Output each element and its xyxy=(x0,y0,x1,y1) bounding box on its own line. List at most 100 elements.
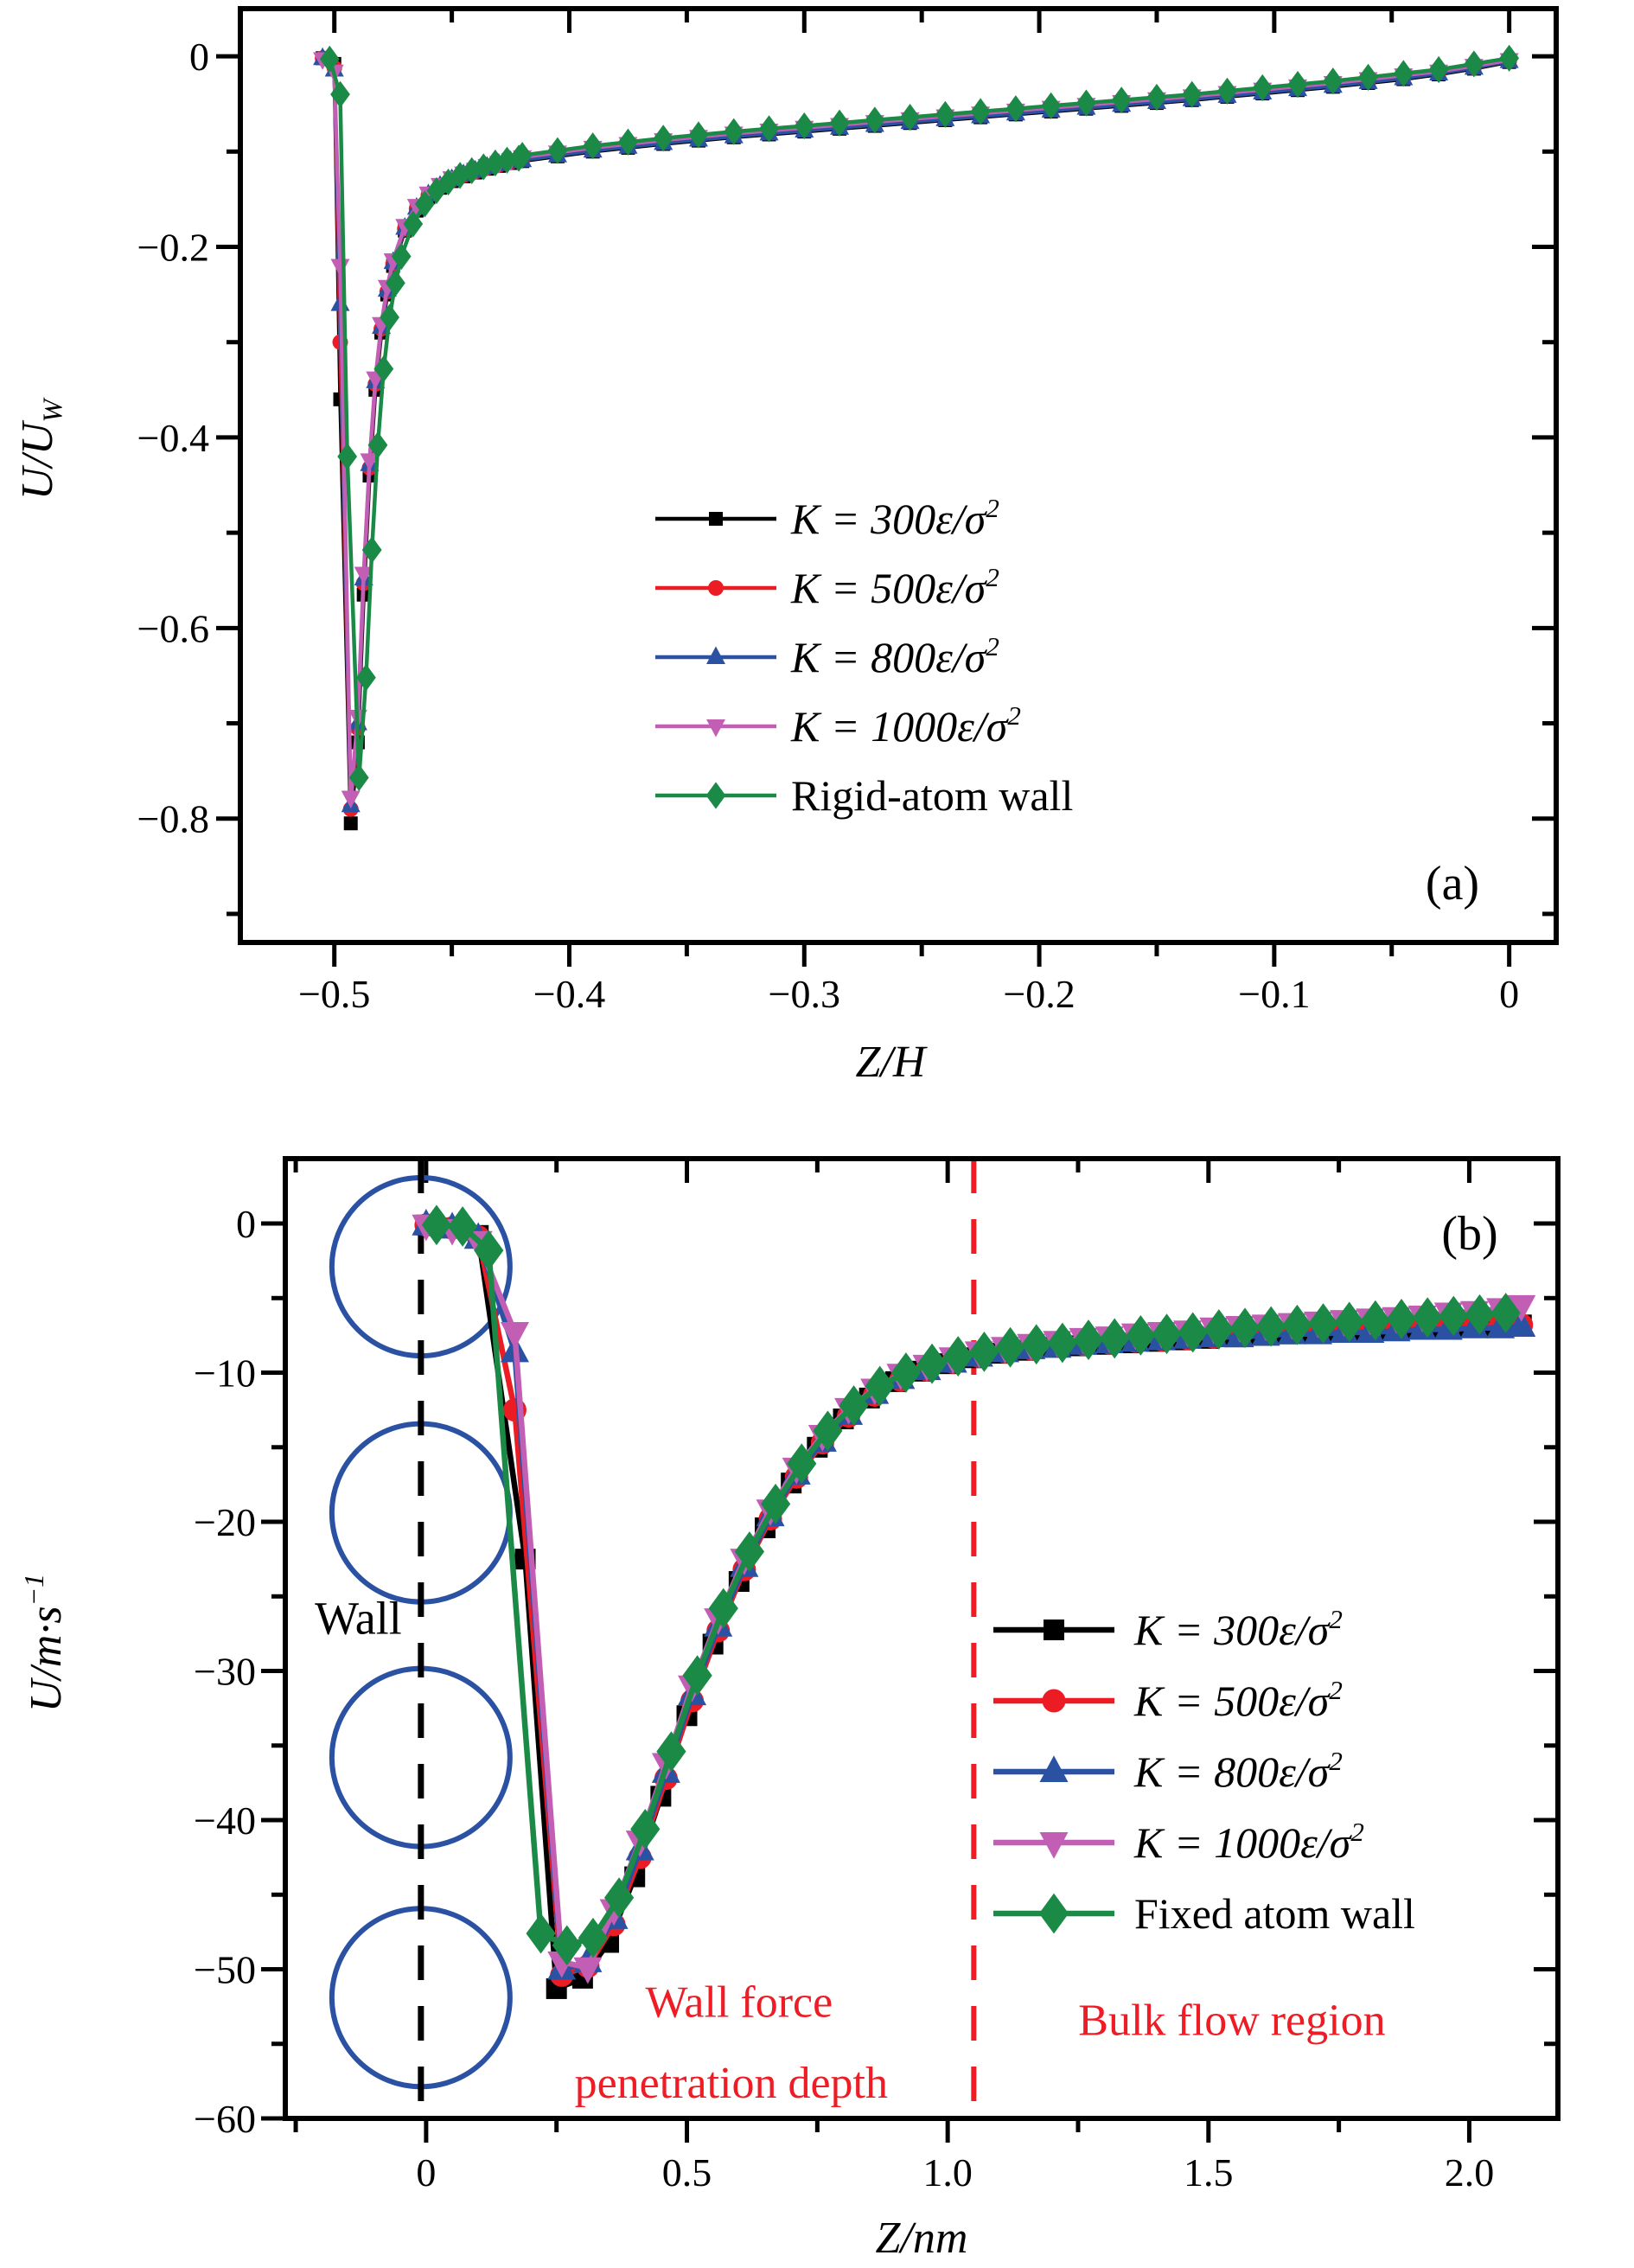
series-rigid-marker xyxy=(1041,92,1062,120)
y-tick-label: −60 xyxy=(194,2097,256,2141)
series-fixed-marker xyxy=(890,1352,922,1393)
series-rigid-marker xyxy=(414,190,435,218)
series-rigid-marker xyxy=(319,45,340,73)
x-tick-label: −0.3 xyxy=(769,972,840,1016)
series-rigid-marker xyxy=(1182,80,1203,108)
series-k300-marker xyxy=(343,816,358,831)
legend-item-fixed: Fixed atom wall xyxy=(993,1889,1415,1938)
legend-marker-circle xyxy=(708,580,724,596)
series-rigid-marker xyxy=(1428,55,1449,84)
y-tick-label: −0.8 xyxy=(137,797,209,841)
series-rigid-marker xyxy=(688,121,709,149)
panel-tag: (b) xyxy=(1441,1207,1497,1261)
series-rigid-marker xyxy=(1464,50,1484,78)
series-rigid-marker xyxy=(935,100,955,128)
series-fixed-marker xyxy=(630,1808,661,1850)
axis-ticks xyxy=(216,9,1556,967)
y-tick-label: −50 xyxy=(194,1948,256,1992)
y-tick-label: −10 xyxy=(194,1351,256,1396)
series-rigid-marker xyxy=(1287,71,1308,99)
series-k1000-marker xyxy=(341,790,361,808)
legend-label: K = 1000ε/σ2 xyxy=(1133,1817,1364,1867)
series-rigid-marker xyxy=(1076,89,1096,117)
annotation-text: Wall force xyxy=(646,1978,833,2028)
series-rigid-marker xyxy=(361,536,382,564)
legend-item-k800: K = 800ε/σ2 xyxy=(993,1746,1343,1796)
series-rigid-marker xyxy=(1358,63,1378,91)
y-tick-label: −0.6 xyxy=(137,606,209,650)
legend-marker-diamond xyxy=(705,782,726,809)
series-rigid-marker xyxy=(1393,60,1414,87)
series-rigid-marker xyxy=(1005,95,1026,123)
series-rigid-marker xyxy=(497,146,517,174)
series-rigid-marker xyxy=(829,109,850,137)
legend-item-k300: K = 300ε/σ2 xyxy=(993,1604,1343,1654)
x-tick-label: −0.5 xyxy=(298,972,370,1016)
annotation-text: Bulk flow region xyxy=(1078,1996,1385,2045)
legend-label: Rigid-atom wall xyxy=(791,771,1073,820)
series-fixed-marker xyxy=(1490,1293,1521,1333)
panel-a-chart: −0.5 −0.4 −0.3 −0.2 −0.1 0 0 −0.2 −0.4 −0.6 −0.8 K … xyxy=(13,6,1559,1087)
legend: K = 300ε/σ2 K = 500ε/σ2 K = 800ε/σ2 K = 100… xyxy=(655,493,1073,820)
series-rigid-marker xyxy=(1111,86,1132,114)
series-rigid-marker xyxy=(583,132,603,160)
series-k1000-marker xyxy=(500,1321,529,1349)
series-rigid-marker xyxy=(512,142,533,169)
y-axis-label: U/UW xyxy=(13,397,67,501)
series-fixed-marker xyxy=(916,1343,948,1384)
legend-label: K = 800ε/σ2 xyxy=(790,631,999,681)
legend-label: K = 500ε/σ2 xyxy=(790,562,999,612)
series-rigid-marker xyxy=(356,664,376,692)
series-fixed-marker xyxy=(1439,1295,1469,1337)
legend-label: K = 300ε/σ2 xyxy=(790,493,999,543)
series-k1000-marker xyxy=(1507,1294,1536,1322)
legend-marker-square xyxy=(1044,1620,1064,1640)
x-tick-label: 1.0 xyxy=(922,2150,973,2195)
y-tick-label: −20 xyxy=(194,1500,256,1544)
x-tick-label: −0.4 xyxy=(533,972,605,1016)
series-rigid-marker xyxy=(1146,83,1167,112)
x-tick-label: −0.2 xyxy=(1003,972,1075,1016)
legend-label: K = 800ε/σ2 xyxy=(1133,1746,1343,1796)
series-rigid-marker xyxy=(1499,44,1520,72)
series-fixed-marker xyxy=(1465,1294,1495,1335)
x-tick-label: 1.5 xyxy=(1184,2150,1234,2195)
legend-item-k1000: K = 1000ε/σ2 xyxy=(655,700,1021,751)
legend-item-k500: K = 500ε/σ2 xyxy=(655,562,999,612)
legend-marker-circle xyxy=(1042,1689,1066,1713)
y-tick-label: 0 xyxy=(189,35,209,79)
series-rigid-marker xyxy=(724,118,744,145)
series-rigid-marker xyxy=(385,269,405,297)
series-fixed-marker xyxy=(1100,1318,1130,1359)
legend-marker-triangle-down xyxy=(706,719,725,738)
series-rigid-marker xyxy=(380,303,399,331)
wall-atom-circle xyxy=(329,1906,513,2090)
legend-label: Fixed atom wall xyxy=(1134,1889,1415,1938)
series-fixed-marker xyxy=(760,1483,791,1524)
series-rigid-marker xyxy=(337,443,358,470)
series-rigid-marker xyxy=(1217,77,1237,105)
series-fixed xyxy=(421,1204,1521,1966)
x-tick-label: 0 xyxy=(1499,972,1519,1016)
plot-frame xyxy=(238,6,1559,945)
series-k800-marker xyxy=(1507,1310,1536,1338)
series-rigid-marker xyxy=(1252,73,1273,102)
y-tick-label: −40 xyxy=(194,1798,256,1843)
series-fixed-marker xyxy=(552,1925,582,1966)
series-rigid-marker xyxy=(391,242,412,271)
series-rigid-marker xyxy=(618,128,638,156)
annotation-text: penetration depth xyxy=(575,2059,888,2108)
series-fixed-marker xyxy=(448,1206,478,1247)
x-tick-label: −0.1 xyxy=(1238,972,1310,1016)
series-fixed-marker xyxy=(1334,1301,1364,1343)
y-tick-label: 0 xyxy=(236,1202,256,1246)
legend-item-k500: K = 500ε/σ2 xyxy=(993,1675,1343,1725)
series-k1000-marker xyxy=(573,1957,603,1984)
series-rigid-marker xyxy=(367,431,388,459)
panel-tag: (a) xyxy=(1426,857,1479,910)
series-rigid-marker xyxy=(865,106,885,134)
legend-marker-square xyxy=(709,512,723,526)
series-rigid-marker xyxy=(759,115,779,143)
series-k1000-marker xyxy=(330,259,350,278)
legend-marker-triangle-up xyxy=(706,646,725,664)
